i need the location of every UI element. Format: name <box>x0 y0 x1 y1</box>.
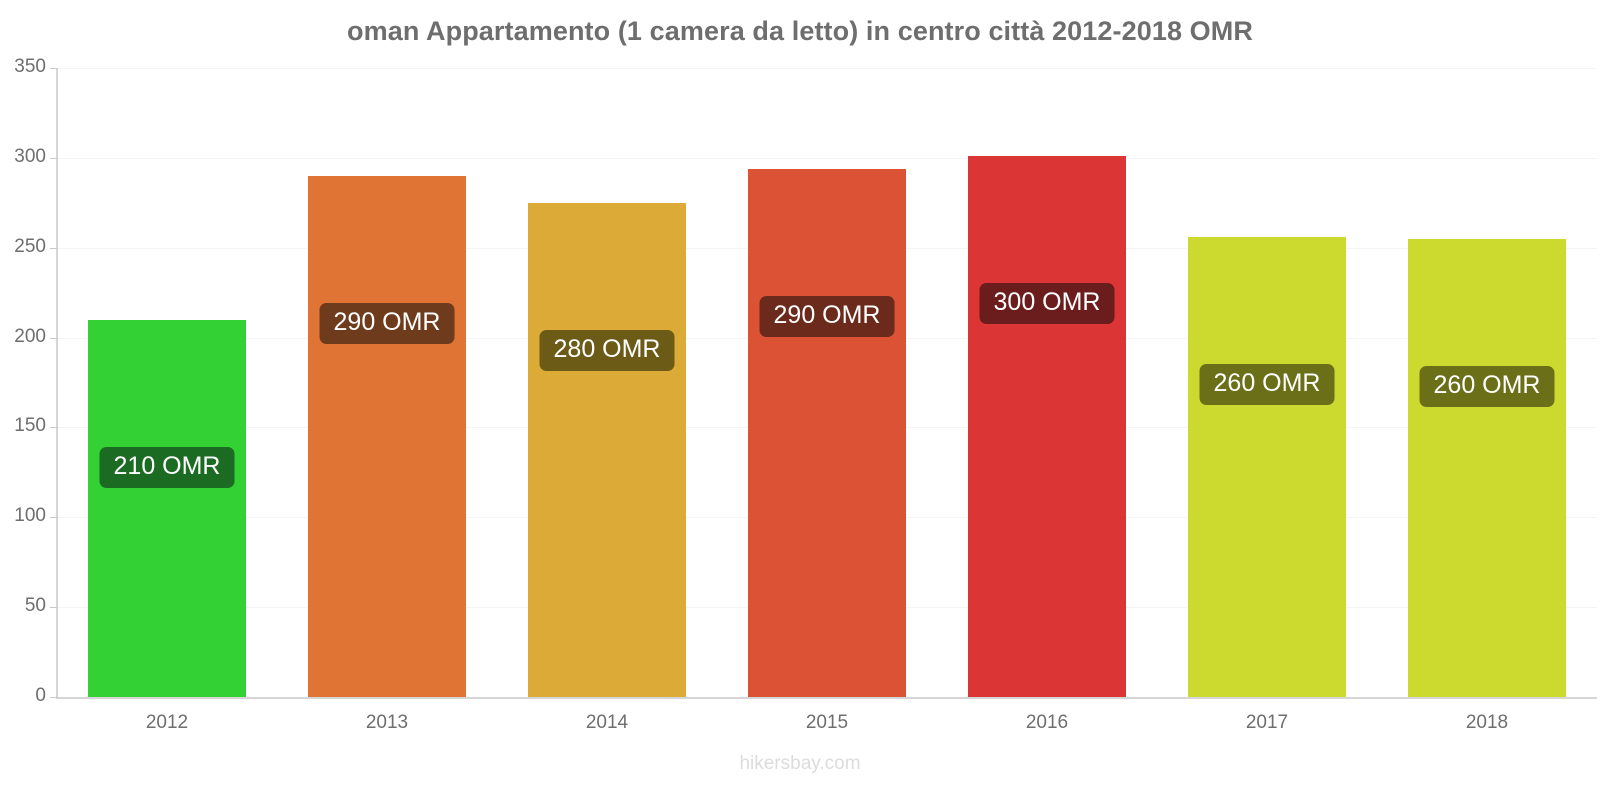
x-tick-label: 2018 <box>1465 712 1509 733</box>
gridline <box>57 68 1597 69</box>
x-tick-label: 2017 <box>1245 712 1289 733</box>
y-tick-mark <box>50 337 58 339</box>
y-tick-mark <box>50 697 58 698</box>
x-tick-label: 2014 <box>585 712 629 733</box>
bar[interactable]: 260 OMR <box>1408 238 1566 697</box>
bar-value-label: 290 OMR <box>759 295 895 337</box>
y-tick-label: 100 <box>14 505 46 527</box>
y-tick-mark <box>50 427 58 429</box>
y-tick-label: 0 <box>35 685 46 706</box>
bar[interactable]: 280 OMR <box>528 202 686 697</box>
x-tick-label: 2015 <box>805 712 849 733</box>
bar-value-label: 290 OMR <box>319 302 455 344</box>
bar-value-label: 260 OMR <box>1419 365 1555 407</box>
bar-value-label: 300 OMR <box>979 283 1115 325</box>
bar-value-label: 210 OMR <box>99 446 235 488</box>
chart-title: oman Appartamento (1 camera da letto) in… <box>347 16 1253 46</box>
y-tick-label: 300 <box>14 145 46 167</box>
y-tick-label: 150 <box>14 415 46 437</box>
y-tick-label: 200 <box>14 325 46 347</box>
y-tick-label: 350 <box>14 56 46 77</box>
bar-value-label: 260 OMR <box>1199 363 1335 405</box>
bar[interactable]: 300 OMR <box>968 156 1126 697</box>
gridline <box>57 697 1597 699</box>
x-tick-label: 2012 <box>145 712 189 733</box>
y-tick-mark <box>50 607 58 609</box>
y-tick-label: 50 <box>24 595 46 617</box>
bar-value-label: 280 OMR <box>539 329 675 371</box>
y-tick-label: 250 <box>14 235 46 257</box>
bar[interactable]: 290 OMR <box>308 175 466 697</box>
gridline <box>57 157 1597 159</box>
bar[interactable]: 290 OMR <box>748 168 906 697</box>
y-tick-mark <box>50 517 58 519</box>
bar[interactable]: 210 OMR <box>88 319 246 697</box>
y-tick-mark <box>50 247 58 249</box>
x-tick-label: 2013 <box>365 712 409 733</box>
source-credit: hikersbay.com <box>739 753 861 774</box>
bar[interactable]: 260 OMR <box>1188 236 1346 697</box>
y-axis-line <box>56 68 58 699</box>
y-tick-mark <box>50 157 58 159</box>
x-tick-label: 2016 <box>1025 712 1069 733</box>
y-tick-mark <box>50 68 58 69</box>
